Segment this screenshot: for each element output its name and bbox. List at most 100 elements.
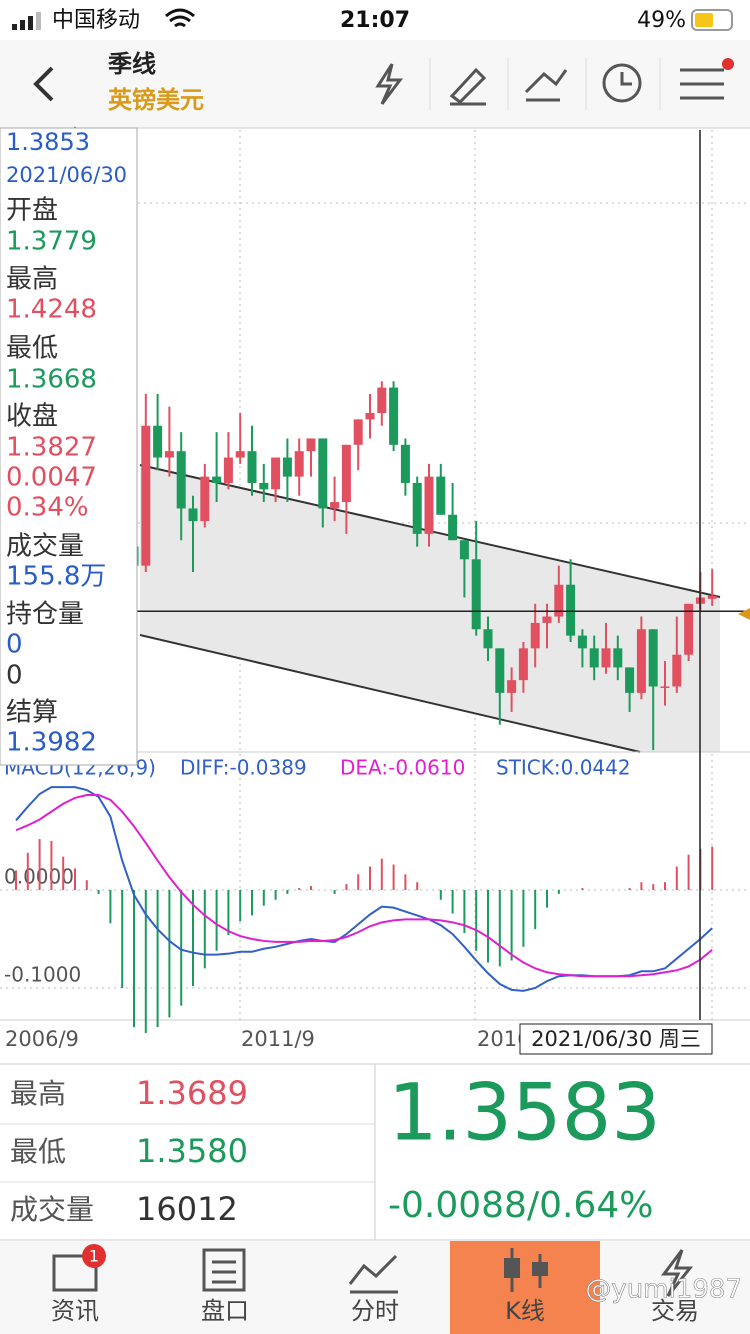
draw-icon[interactable]: [449, 67, 487, 106]
macd-dea-line: [15, 793, 713, 978]
candle-body: [341, 444, 351, 503]
candle-body: [577, 635, 587, 649]
watermark: @yumi1987: [585, 1275, 742, 1305]
x-axis: 2006/9 2011/9 2016/9: [5, 1027, 551, 1051]
quote-label: 最高: [10, 1077, 66, 1110]
candle-body: [200, 476, 210, 522]
candle-body: [365, 413, 375, 420]
clock: 21:07: [340, 8, 410, 33]
info-value: 1.3668: [6, 365, 97, 395]
tab[interactable]: 资讯: [51, 1297, 99, 1325]
candle-body: [389, 387, 399, 445]
info-date: 2021/06/30: [6, 163, 127, 187]
candle-body: [518, 648, 528, 681]
quote-value: 16012: [136, 1190, 238, 1228]
candle-body: [448, 514, 458, 541]
channel-lower: [139, 634, 641, 753]
candle-body: [306, 438, 316, 452]
candle-body: [377, 387, 387, 414]
info-value: 1.3827: [6, 433, 97, 463]
tab[interactable]: 交易: [651, 1297, 699, 1325]
candle-body: [625, 667, 635, 693]
candle-body: [601, 648, 611, 668]
candle-body: [436, 476, 446, 515]
candle-body: [684, 603, 694, 655]
info-value: 0: [6, 661, 23, 691]
info-label: 收盘: [6, 402, 58, 432]
candle-body: [212, 476, 222, 483]
x-tick-label: 2006/9: [5, 1027, 79, 1051]
status-bar: 中国移动 21:07 49%: [12, 8, 733, 33]
menu-icon[interactable]: [680, 68, 724, 100]
quote-panel: 最高 1.3689 最低 1.3580 成交量 16012 1.3583 -0.…: [0, 1063, 750, 1241]
info-value: 155.8万: [6, 562, 106, 592]
period: 季线: [108, 50, 156, 78]
info-price: 1.3853: [6, 128, 90, 156]
candle-body: [235, 451, 245, 458]
channel: [140, 465, 720, 752]
candle-body: [424, 476, 434, 534]
candle-body: [660, 686, 670, 688]
candle-body: [636, 629, 646, 693]
last-price: 1.3583: [388, 1068, 661, 1158]
macd-diff: DIFF:-0.0389: [180, 756, 307, 780]
candle-body: [353, 419, 363, 445]
macd-tick-label: -0.1000: [4, 962, 81, 986]
quote-value: 1.3689: [136, 1074, 248, 1112]
back-button[interactable]: [33, 66, 54, 102]
x-tick-label: 2011/9: [241, 1027, 315, 1051]
candle-body: [188, 508, 198, 522]
info-value: 1.3779: [6, 227, 97, 257]
candle-body: [648, 629, 658, 687]
candle-body: [294, 451, 304, 477]
tab[interactable]: K线: [505, 1297, 545, 1325]
info-value: 1.4248: [6, 295, 97, 325]
info-label: 开盘: [6, 196, 58, 226]
candle-body: [318, 438, 328, 509]
info-label: 最低: [6, 334, 58, 364]
candle-body: [459, 540, 469, 560]
tab-badge: 1: [89, 1247, 99, 1266]
flash-icon[interactable]: [375, 63, 403, 105]
clock-icon[interactable]: [602, 63, 642, 103]
candle-body: [412, 482, 422, 534]
symbol: 英镑美元: [108, 86, 204, 114]
info-value: 1.3982: [6, 728, 97, 758]
info-label: 最高: [6, 265, 58, 295]
candle-body: [566, 584, 576, 636]
candle-body: [330, 502, 340, 509]
candle-body: [223, 457, 233, 483]
macd-diff-line: [15, 786, 713, 992]
quote-label: 最低: [10, 1135, 66, 1168]
macd-stick: STICK:0.0442: [496, 756, 631, 780]
candle-body: [271, 457, 281, 490]
cursor-label: 2021/06/30 周三: [531, 1027, 701, 1051]
battery-level: 49%: [637, 8, 686, 33]
tab[interactable]: 盘口: [201, 1297, 249, 1325]
tab[interactable]: 分时: [351, 1297, 399, 1325]
candle-body: [247, 451, 257, 483]
info-value: 0.34%: [6, 493, 89, 523]
candle-body: [471, 559, 481, 630]
cursor-label-box: [519, 1023, 713, 1055]
price-change: -0.0088/0.64%: [388, 1185, 653, 1226]
candle-body: [400, 444, 410, 483]
candle-body: [507, 680, 517, 693]
info-label: 结算: [6, 698, 58, 728]
info-value: 0: [6, 630, 23, 660]
candle-body: [164, 451, 174, 458]
info-label: 持仓量: [6, 600, 84, 630]
carrier: 中国移动: [52, 8, 140, 33]
candle-body: [141, 425, 151, 566]
candle-body: [707, 595, 717, 599]
quote-label: 成交量: [10, 1193, 94, 1226]
candle-body: [483, 629, 493, 649]
macd-dea: DEA:-0.0610: [340, 756, 465, 780]
candle-body: [542, 616, 552, 623]
candle-body: [554, 584, 564, 617]
line-icon[interactable]: [524, 69, 568, 102]
info-label: 成交量: [6, 532, 84, 562]
candle-body: [672, 654, 682, 687]
